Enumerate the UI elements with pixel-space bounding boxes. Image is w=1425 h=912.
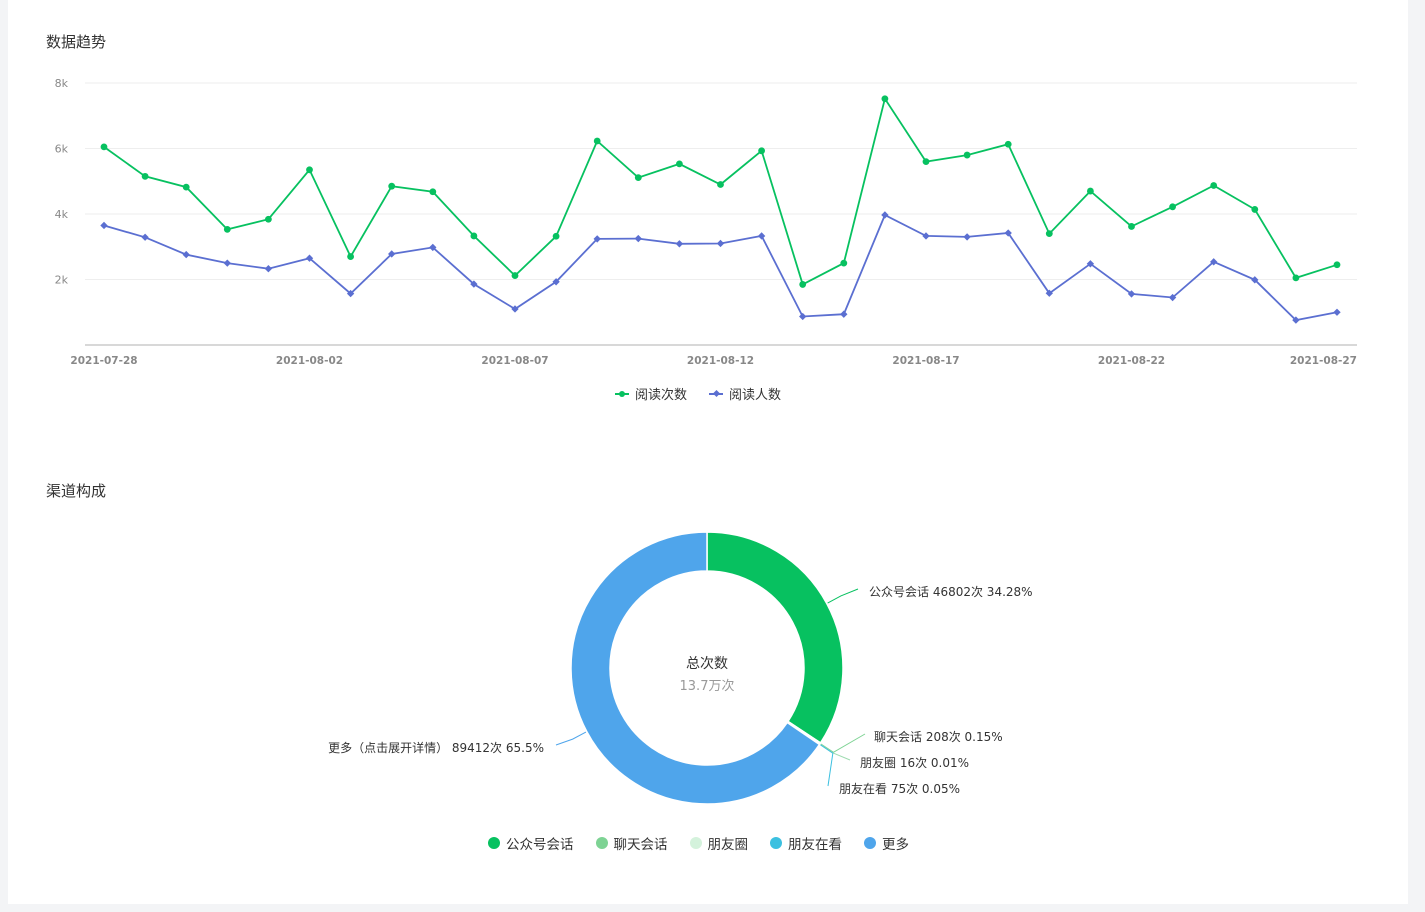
data-point[interactable] [1251, 206, 1259, 213]
y-tick-label: 4k [55, 208, 69, 221]
legend-dot-icon [864, 837, 876, 849]
legend-item-moments[interactable]: 朋友圈 [689, 833, 749, 853]
legend-item-chat-session[interactable]: 聊天会话 [595, 833, 668, 853]
legend-diamond-marker-icon [709, 389, 724, 399]
data-point[interactable] [552, 278, 560, 286]
data-point[interactable] [634, 174, 642, 182]
legend-label: 阅读次数 [635, 388, 688, 403]
data-point[interactable] [757, 232, 766, 240]
y-tick-label: 8k [55, 77, 69, 90]
data-point[interactable] [1045, 289, 1053, 297]
donut-chart-legend: 公众号会话 聊天会话 朋友圈 朋友在看 更多 [488, 833, 909, 853]
data-point[interactable] [265, 215, 272, 223]
legend-item-read-count[interactable]: 阅读次数 [615, 384, 687, 403]
data-point[interactable] [1210, 182, 1218, 189]
data-point[interactable] [429, 188, 437, 196]
x-tick-label: 2021-07-28 [70, 355, 137, 367]
content-panel: 数据趋势 渠道构成 [8, 0, 1408, 904]
data-point[interactable] [922, 232, 930, 240]
x-tick-label: 2021-08-07 [481, 355, 548, 367]
legend-dot-icon [488, 837, 500, 849]
data-point[interactable] [388, 182, 396, 190]
legend-circle-marker-icon [615, 389, 629, 399]
data-point[interactable] [716, 239, 725, 248]
data-point[interactable] [881, 95, 889, 103]
data-point[interactable] [593, 235, 601, 243]
line-chart-legend: 阅读次数 阅读人数 [615, 384, 781, 403]
data-point[interactable] [922, 158, 930, 166]
data-point[interactable] [346, 289, 355, 298]
data-point[interactable] [470, 280, 478, 288]
x-tick-label: 2021-08-22 [1098, 355, 1165, 367]
legend-label: 公众号会话 [506, 837, 574, 853]
legend-item-friends-watching[interactable]: 朋友在看 [770, 833, 842, 853]
data-point[interactable] [141, 233, 149, 241]
data-point[interactable] [634, 234, 642, 243]
legend-item-more[interactable]: 更多 [864, 833, 909, 853]
legend-item-reader-count[interactable]: 阅读人数 [709, 384, 781, 403]
data-point[interactable] [470, 232, 478, 240]
legend-label: 更多 [882, 837, 909, 853]
data-point[interactable] [1128, 223, 1135, 230]
data-point[interactable] [511, 305, 519, 313]
x-tick-label: 2021-08-02 [276, 355, 343, 367]
data-point[interactable] [1169, 203, 1176, 211]
data-point[interactable] [182, 250, 190, 259]
data-point[interactable] [799, 312, 807, 321]
data-point[interactable] [552, 232, 560, 240]
trend-line-chart: 2k 4k 6k 8k 2021-07-28 2021-08-02 2021-08-07 20… [55, 77, 1357, 367]
donut-slice[interactable] [570, 531, 821, 805]
data-point[interactable] [141, 172, 149, 180]
data-point[interactable] [840, 259, 848, 267]
data-point[interactable] [881, 211, 889, 219]
data-point[interactable] [100, 221, 108, 230]
data-point[interactable] [305, 254, 314, 262]
trend-section-title: 数据趋势 [46, 33, 107, 51]
series-line-2 [103, 213, 1338, 322]
data-point[interactable] [758, 147, 765, 155]
data-point[interactable] [1045, 230, 1053, 238]
data-point[interactable] [306, 166, 313, 174]
data-point[interactable] [1004, 229, 1012, 237]
data-point[interactable] [388, 250, 396, 258]
data-point[interactable] [1087, 187, 1094, 195]
x-tick-label: 2021-08-17 [892, 355, 959, 367]
data-point[interactable] [840, 310, 848, 318]
data-point[interactable] [100, 143, 108, 151]
legend-dot-icon [595, 837, 608, 849]
data-point[interactable] [799, 281, 807, 288]
legend-label: 聊天会话 [613, 837, 668, 853]
data-point[interactable] [1004, 140, 1012, 148]
data-point[interactable] [593, 137, 601, 145]
data-point[interactable] [963, 151, 971, 159]
data-point[interactable] [963, 233, 971, 241]
series-line-1 [103, 96, 1338, 286]
x-tick-label: 2021-08-12 [687, 355, 754, 367]
data-point[interactable] [717, 181, 724, 188]
data-point[interactable] [223, 225, 231, 233]
data-point[interactable] [182, 183, 190, 191]
data-point[interactable] [1251, 276, 1259, 284]
data-point[interactable] [1292, 274, 1300, 282]
y-tick-label: 6k [55, 143, 69, 156]
data-point[interactable] [223, 259, 231, 267]
channel-section-title: 渠道构成 [46, 482, 107, 500]
legend-label: 朋友圈 [707, 837, 749, 853]
data-point[interactable] [1333, 261, 1341, 269]
data-point[interactable] [347, 253, 354, 260]
legend-dot-icon [770, 837, 782, 849]
x-tick-label: 2021-08-27 [1290, 355, 1357, 367]
data-point[interactable] [511, 272, 519, 279]
data-point[interactable] [675, 240, 684, 248]
legend-item-official-account-chat[interactable]: 公众号会话 [488, 833, 574, 853]
legend-label: 朋友在看 [788, 837, 842, 853]
legend-dot-icon [689, 837, 702, 849]
data-point[interactable] [264, 265, 273, 273]
data-point[interactable] [1333, 308, 1341, 316]
y-tick-label: 2k [55, 274, 69, 287]
data-point[interactable] [1292, 316, 1300, 324]
legend-label: 阅读人数 [729, 388, 782, 403]
data-point[interactable] [676, 160, 683, 168]
